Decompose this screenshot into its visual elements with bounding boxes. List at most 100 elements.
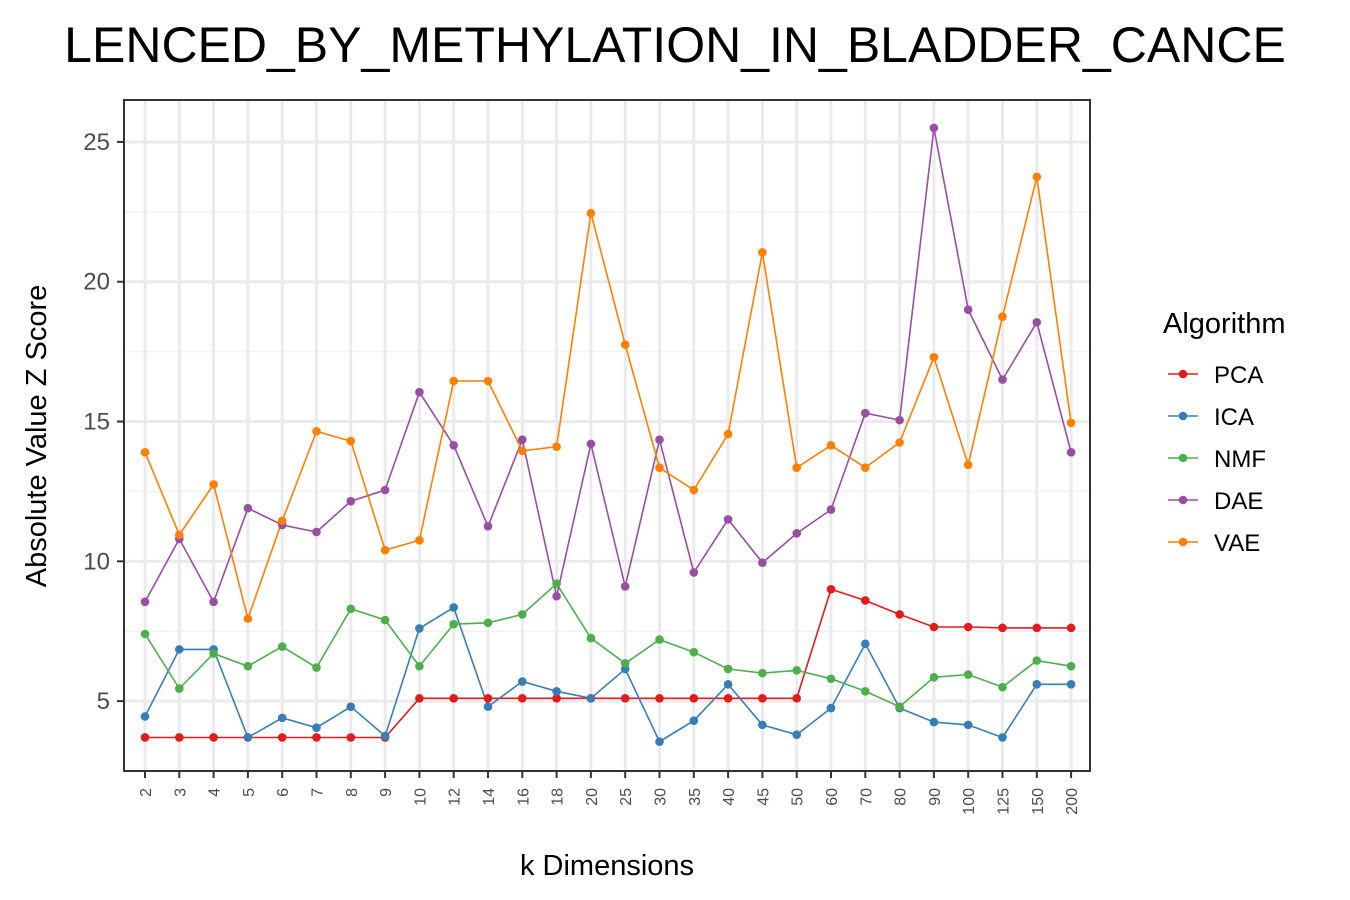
x-tick-label: 10	[412, 788, 429, 806]
data-point-nmf	[380, 615, 390, 625]
data-point-pca	[415, 694, 424, 703]
data-point-nmf	[483, 618, 493, 628]
data-point-nmf	[758, 668, 767, 678]
data-point-ica	[175, 645, 184, 654]
data-point-nmf	[449, 619, 459, 629]
data-point-vae	[209, 480, 218, 489]
x-tick-label: 2	[138, 788, 155, 797]
data-point-nmf	[415, 661, 424, 671]
data-point-ica	[346, 702, 356, 711]
x-tick-label: 16	[515, 788, 532, 806]
data-point-pca	[518, 694, 527, 703]
grid-lines	[124, 100, 1090, 772]
data-point-dae	[895, 415, 904, 425]
data-point-vae	[1032, 172, 1042, 182]
data-point-ica	[277, 713, 287, 723]
x-tick-label: 18	[550, 788, 567, 806]
data-point-ica	[552, 687, 561, 696]
legend-key-point-ica	[1178, 411, 1188, 421]
x-tick-label: 3	[172, 788, 189, 797]
data-point-vae	[483, 376, 493, 386]
y-tick-label: 10	[83, 548, 110, 575]
data-point-ica	[998, 733, 1007, 742]
data-point-dae	[792, 529, 801, 538]
x-tick-label: 12	[447, 788, 464, 806]
y-axis: 5 10 15 20 25	[83, 129, 124, 715]
data-point-dae	[723, 515, 733, 524]
data-point-pca	[758, 694, 767, 703]
data-point-vae	[1066, 418, 1076, 428]
x-tick-label: 70	[858, 788, 875, 806]
series-points	[140, 123, 1076, 746]
data-point-vae	[689, 485, 699, 495]
legend-title: Algorithm	[1163, 308, 1286, 340]
data-point-dae	[586, 439, 596, 449]
data-point-pca	[723, 694, 733, 703]
data-point-ica	[758, 720, 767, 730]
data-point-nmf	[552, 579, 561, 588]
data-point-dae	[552, 591, 561, 601]
data-point-vae	[380, 545, 390, 555]
x-tick-label: 50	[790, 788, 807, 806]
data-point-nmf	[792, 666, 801, 675]
data-point-nmf	[1032, 656, 1042, 665]
data-point-vae	[998, 312, 1007, 321]
data-point-ica	[826, 703, 836, 713]
data-point-nmf	[277, 642, 287, 651]
data-point-pca	[826, 584, 836, 594]
data-point-vae	[518, 446, 527, 456]
data-point-pca	[483, 694, 493, 703]
data-point-dae	[140, 597, 150, 607]
data-point-dae	[963, 305, 973, 314]
x-tick-label: 7	[310, 788, 327, 797]
data-point-vae	[861, 463, 870, 472]
legend-label-ica: ICA	[1214, 404, 1254, 431]
legend-label-vae: VAE	[1214, 530, 1260, 557]
data-point-nmf	[998, 682, 1007, 692]
y-tick-label: 15	[83, 409, 110, 436]
data-point-pca	[312, 733, 321, 742]
legend-key-point-dae	[1178, 495, 1188, 505]
data-point-pca	[175, 733, 184, 742]
data-point-pca	[346, 733, 356, 742]
x-tick-label: 14	[481, 788, 498, 806]
data-point-pca	[963, 622, 973, 632]
legend-label-nmf: NMF	[1214, 446, 1266, 473]
data-point-pca	[552, 694, 561, 703]
data-point-pca	[620, 694, 630, 703]
x-tick-label: 40	[721, 788, 738, 806]
data-point-pca	[929, 622, 939, 632]
x-tick-label: 45	[755, 788, 772, 806]
data-point-ica	[861, 639, 870, 649]
data-point-vae	[655, 463, 664, 472]
data-point-nmf	[826, 674, 836, 684]
x-tick-label: 4	[207, 788, 224, 797]
x-tick-label: 25	[618, 788, 635, 806]
data-point-ica	[929, 717, 939, 727]
data-point-nmf	[689, 647, 699, 657]
series-lines	[144, 127, 1072, 743]
data-point-nmf	[723, 664, 733, 674]
series-line-pca	[145, 588, 1072, 739]
plot-border	[123, 99, 1091, 772]
data-point-pca	[1066, 623, 1076, 633]
data-point-dae	[483, 522, 493, 531]
data-point-dae	[998, 375, 1007, 384]
series-line-ica	[144, 606, 1072, 743]
data-point-ica	[1032, 680, 1042, 689]
data-point-dae	[518, 435, 527, 444]
data-point-nmf	[929, 673, 939, 682]
data-point-nmf	[861, 687, 870, 696]
data-point-vae	[243, 614, 253, 623]
y-tick-label: 20	[83, 269, 110, 296]
data-point-pca	[449, 694, 459, 703]
data-point-vae	[449, 376, 459, 386]
x-tick-label: 30	[653, 788, 670, 806]
x-tick-label: 200	[1064, 788, 1081, 815]
data-point-nmf	[243, 661, 253, 671]
legend: Algorithm PCA ICA NMF DAE VAE	[1163, 308, 1286, 557]
data-point-nmf	[175, 684, 184, 693]
data-point-pca	[277, 733, 287, 742]
x-axis-title: k Dimensions	[520, 850, 694, 882]
